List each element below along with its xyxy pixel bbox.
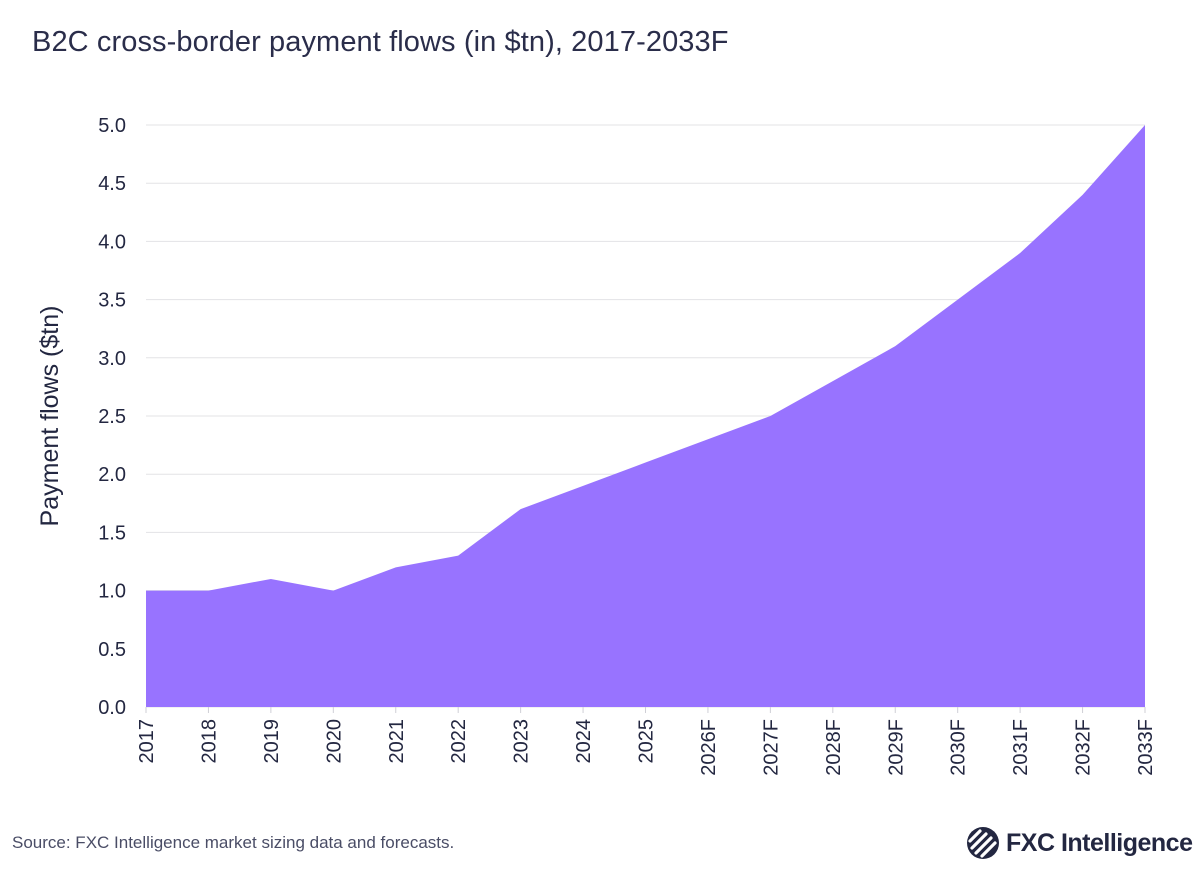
y-tick-label: 4.0 — [98, 231, 126, 253]
logo-text: FXC Intelligence — [1006, 828, 1193, 857]
x-tick-label: 2024 — [573, 719, 595, 764]
y-tick-label: 0.0 — [98, 697, 126, 719]
x-tick-label: 2033F — [1135, 719, 1157, 776]
y-axis-label: Payment flows ($tn) — [36, 306, 64, 527]
y-tick-label: 4.5 — [98, 173, 126, 195]
x-tick-label: 2032F — [1073, 719, 1095, 776]
x-tick-label: 2021 — [386, 719, 408, 764]
fxc-logo: FXC Intelligence — [966, 826, 1193, 860]
y-tick-label: 1.5 — [98, 522, 126, 544]
x-tick-label: 2020 — [323, 719, 345, 764]
x-tick-label: 2030F — [948, 719, 970, 776]
x-tick-label: 2019 — [261, 719, 283, 764]
x-tick-label: 2026F — [698, 719, 720, 776]
x-tick-label: 2031F — [1010, 719, 1032, 776]
source-note: Source: FXC Intelligence market sizing d… — [12, 833, 455, 852]
x-tick-label: 2029F — [885, 719, 907, 776]
y-tick-label: 2.5 — [98, 406, 126, 428]
chart-title: B2C cross-border payment flows (in $tn),… — [32, 26, 729, 58]
y-tick-label: 0.5 — [98, 639, 126, 661]
x-tick-label: 2022 — [448, 719, 470, 764]
y-tick-label: 2.0 — [98, 464, 126, 486]
x-tick-label: 2017 — [136, 719, 158, 764]
x-tick-label: 2023 — [511, 719, 533, 764]
y-tick-label: 3.5 — [98, 290, 126, 312]
y-tick-label: 5.0 — [98, 115, 126, 137]
y-axis-ticks: 0.0 0.5 1.0 1.5 2.0 2.5 3.0 3.5 4.0 4.5 5.0 — [98, 115, 126, 719]
x-tick-label: 2028F — [823, 719, 845, 776]
x-tick-label: 2018 — [198, 719, 220, 764]
x-axis-ticks: 2017 2018 2019 2020 2021 2022 2023 2024 2025 2026… — [136, 707, 1157, 776]
x-tick-label: 2027F — [760, 719, 782, 776]
area-series — [146, 125, 1145, 707]
y-tick-label: 1.0 — [98, 581, 126, 603]
fxc-globe-icon — [967, 827, 999, 859]
y-tick-label: 3.0 — [98, 348, 126, 370]
x-tick-label: 2025 — [636, 719, 658, 764]
